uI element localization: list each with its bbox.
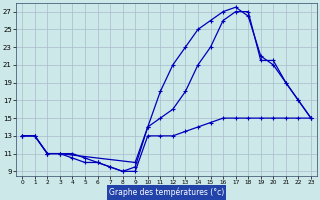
X-axis label: Graphe des températures (°c): Graphe des températures (°c) <box>109 188 224 197</box>
